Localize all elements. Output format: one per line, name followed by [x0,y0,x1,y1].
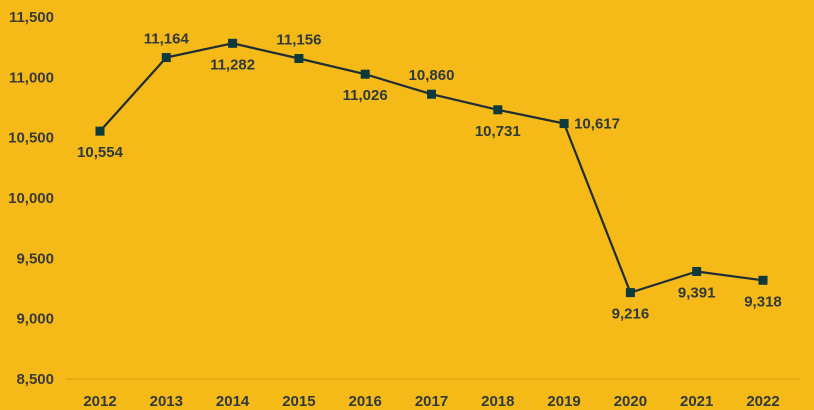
x-tick-label: 2018 [481,393,514,410]
x-tick-label: 2021 [680,393,713,410]
data-point-marker [360,69,370,79]
data-label: 9,318 [744,293,782,310]
data-point-marker [228,38,238,48]
data-label: 11,156 [276,32,321,49]
markers-group [95,38,768,298]
data-point-marker [427,89,436,99]
x-tick-label: 2020 [614,393,647,410]
data-point-marker [625,288,635,298]
data-point-marker [758,275,768,285]
x-tick-label: 2012 [83,393,116,410]
data-labels-group: 10,554 11,164 11,282 11,156 11,026 10,860 10,7… [77,31,782,323]
data-label: 10,731 [475,123,521,140]
y-tick-label: 11,500 [9,9,54,26]
data-label: 11,282 [210,56,255,73]
data-label: 9,391 [678,284,716,301]
x-tick-label: 2014 [216,393,250,410]
y-axis: 8,500 9,000 9,500 10,000 10,500 11,000 11,500 [8,9,54,388]
data-label: 10,860 [409,67,455,84]
data-point-marker [95,126,105,136]
data-point-marker [493,105,503,115]
x-tick-label: 2022 [746,393,779,410]
y-tick-label: 10,500 [8,130,54,147]
x-tick-label: 2013 [150,393,183,410]
data-label: 11,026 [343,87,388,104]
data-label: 10,617 [574,116,620,133]
data-point-marker [161,53,171,63]
data-point-marker [692,266,702,276]
y-tick-label: 9,500 [16,250,54,267]
y-tick-label: 10,000 [8,190,54,207]
y-tick-label: 11,000 [9,69,54,86]
x-tick-label: 2019 [547,393,580,410]
y-tick-label: 9,000 [16,311,54,328]
data-label: 10,554 [77,144,124,161]
data-label: 11,164 [144,31,190,48]
data-point-marker [294,54,304,64]
x-tick-label: 2016 [349,393,382,410]
y-tick-label: 8,500 [16,371,54,388]
data-point-marker [559,119,569,129]
x-tick-label: 2017 [415,393,448,410]
data-label: 9,216 [612,306,650,323]
x-axis: 2012 2013 2014 2015 2016 2017 2018 2019 2020 2021… [66,378,800,410]
x-tick-label: 2015 [282,393,315,410]
